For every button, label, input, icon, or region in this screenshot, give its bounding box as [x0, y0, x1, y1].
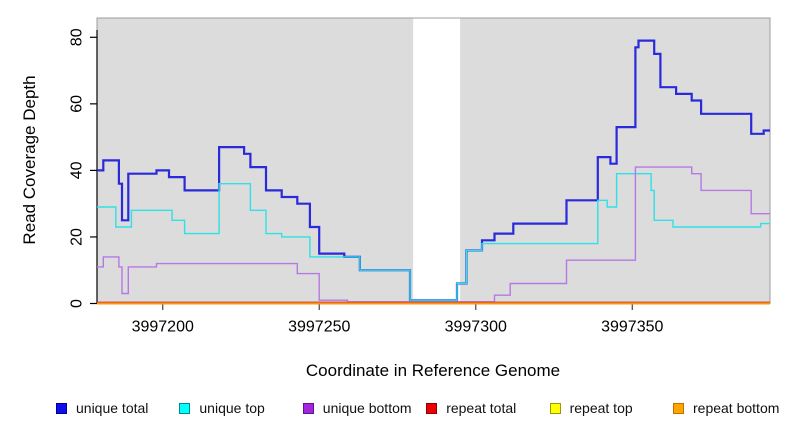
series-unique-bottom — [97, 166, 770, 303]
coverage-plot: 0 20 40 60 80 3997200 3997250 3997300 3997350 — [69, 17, 771, 336]
legend-item-repeat-total: repeat total — [426, 398, 516, 418]
legend-item-unique-bottom: unique bottom — [302, 398, 412, 418]
y-tick-label: 80 — [69, 28, 86, 46]
x-tick-label: 3997250 — [288, 319, 350, 336]
y-tick-label: 20 — [69, 228, 86, 246]
legend-swatch-icon — [302, 402, 314, 414]
legend-item-repeat-bottom: repeat bottom — [673, 398, 779, 418]
legend: unique total unique top unique bottom repea… — [0, 398, 792, 424]
legend-swatch-icon — [673, 402, 684, 414]
x-tick-label: 3997300 — [445, 319, 507, 336]
x-tick-label: 3997350 — [601, 319, 663, 336]
legend-label: unique bottom — [322, 400, 412, 416]
y-tick-label: 40 — [69, 161, 86, 179]
y-tick-label: 60 — [69, 95, 86, 113]
legend-label: repeat top — [569, 400, 633, 416]
legend-swatch-icon — [426, 402, 438, 414]
series-unique-top — [97, 173, 770, 301]
y-tick-label: 0 — [69, 299, 86, 308]
legend-item-unique-top: unique top — [179, 398, 265, 418]
y-axis-title: Read Coverage Depth — [20, 75, 39, 245]
masked-region — [413, 18, 461, 304]
x-axis-title: Coordinate in Reference Genome — [305, 361, 561, 380]
legend-label: unique total — [76, 400, 149, 416]
legend-label: repeat bottom — [693, 400, 780, 416]
legend-item-unique-total: unique total — [56, 398, 148, 418]
legend-swatch-icon — [56, 402, 67, 414]
legend-label: repeat total — [446, 400, 517, 416]
legend-swatch-icon — [179, 402, 191, 414]
legend-label: unique top — [199, 400, 265, 416]
x-tick-label: 3997200 — [132, 319, 194, 336]
legend-item-repeat-top: repeat top — [549, 398, 633, 418]
legend-swatch-icon — [549, 402, 561, 414]
